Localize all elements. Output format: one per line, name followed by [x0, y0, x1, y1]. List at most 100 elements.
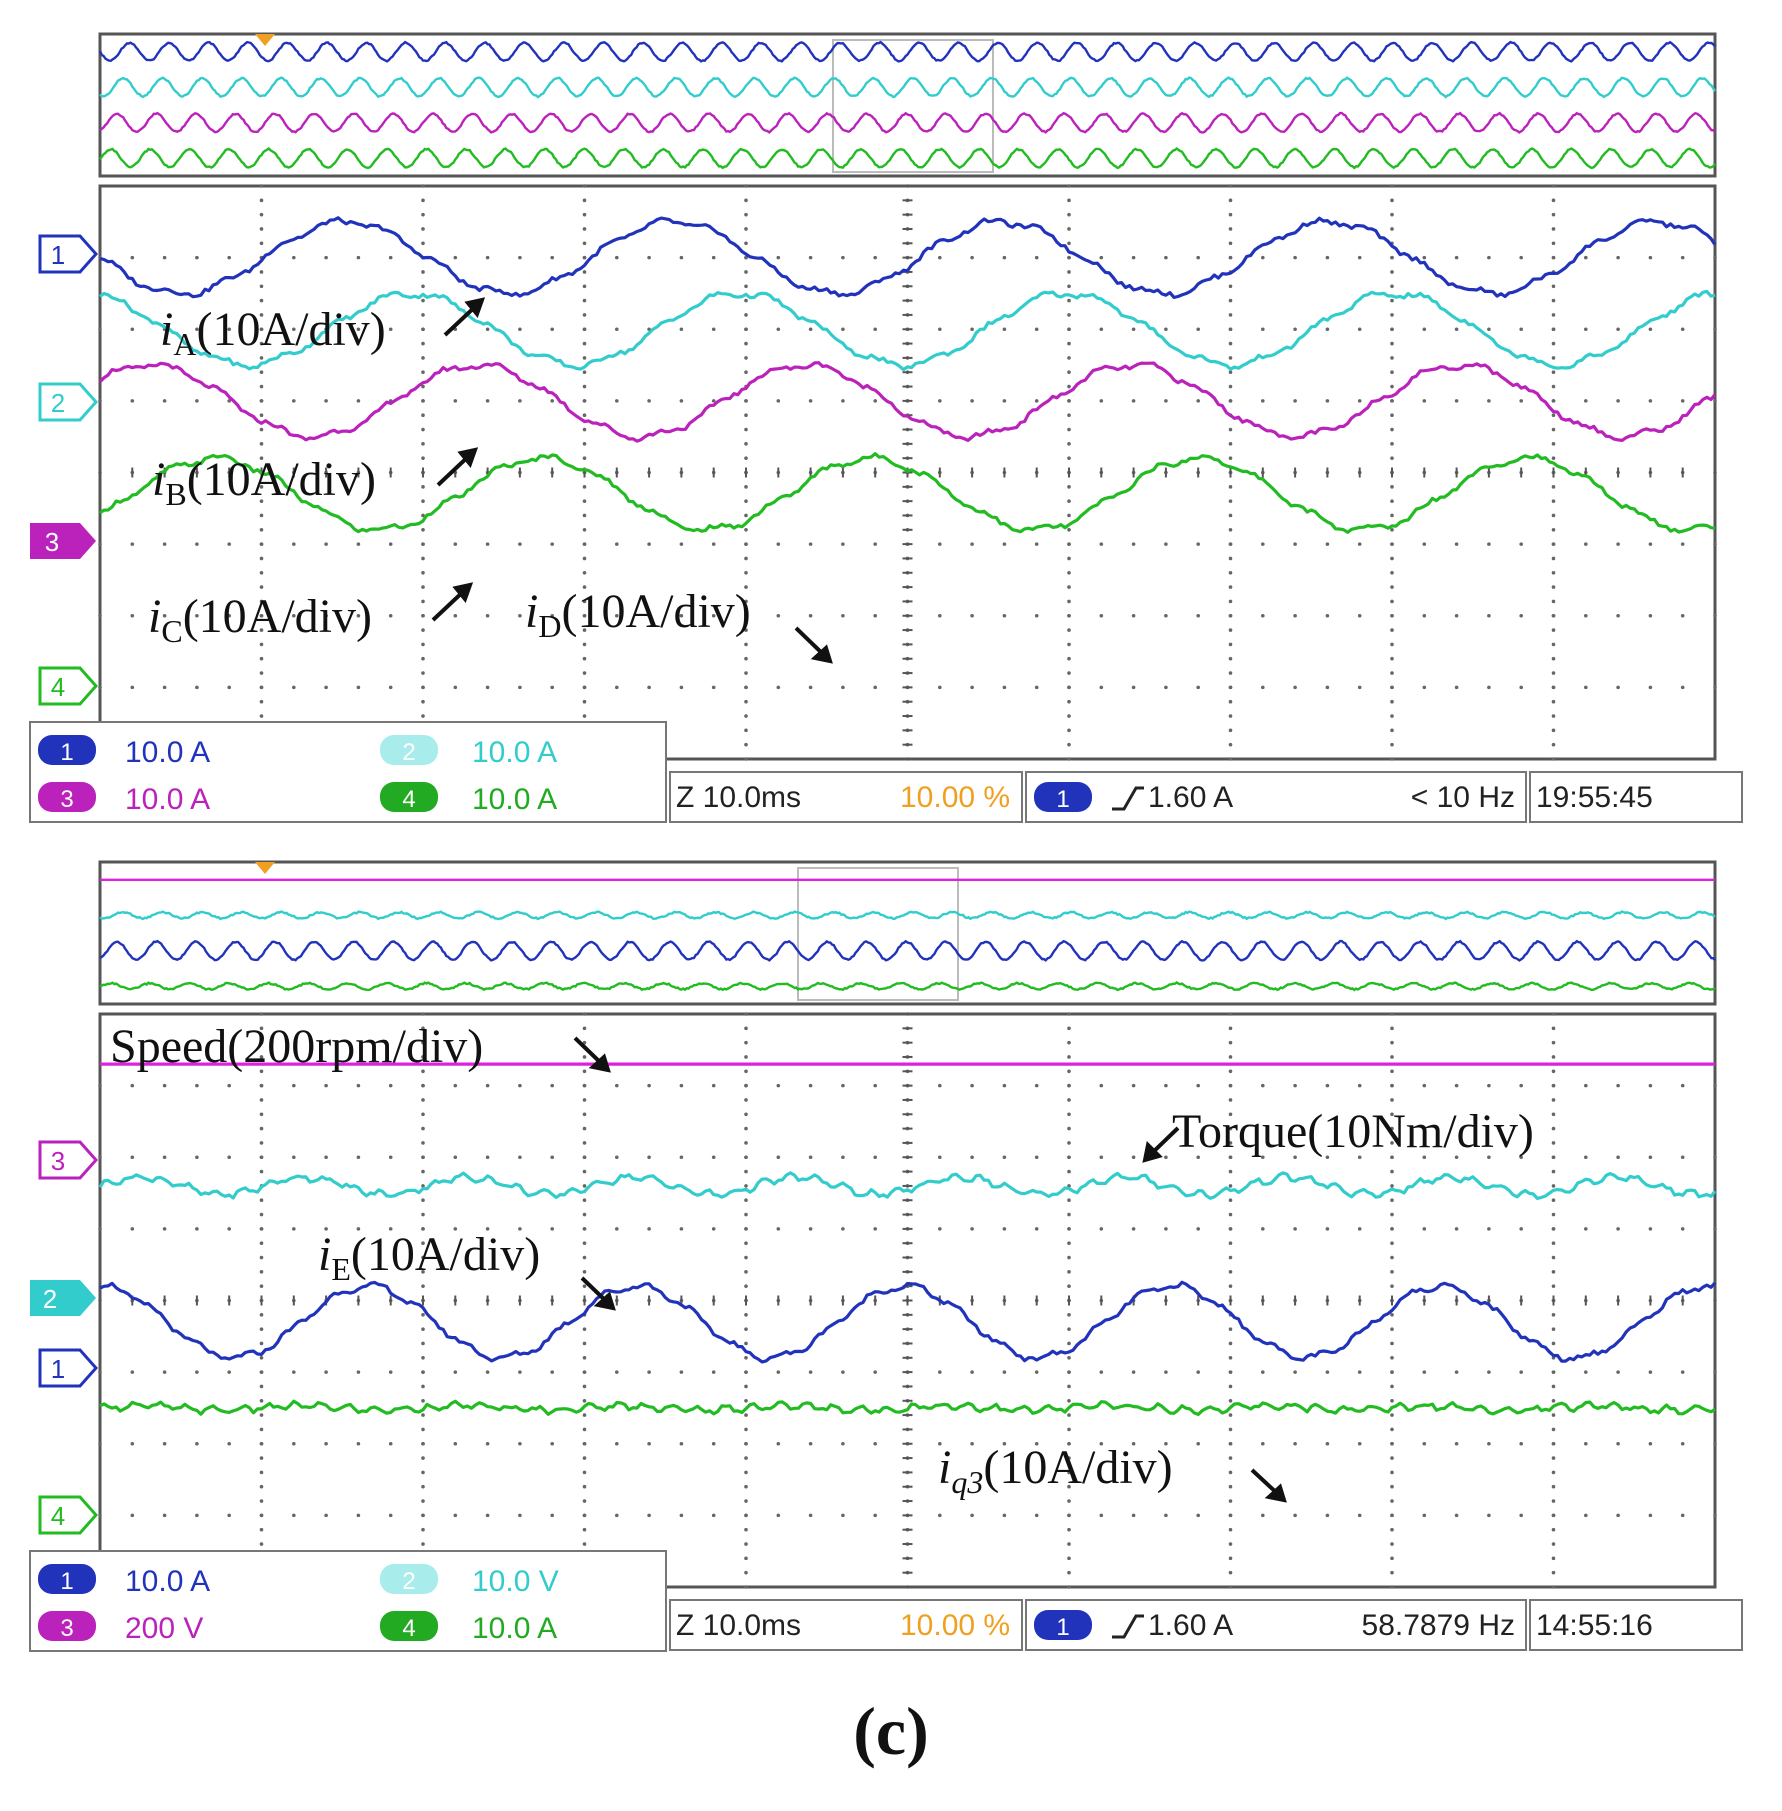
grid-dot [744, 671, 748, 675]
grid-dot [841, 399, 845, 403]
grid-dot [1228, 685, 1233, 690]
grid-dot [1390, 1313, 1394, 1317]
grid-dot [744, 1184, 748, 1188]
grid-dot [259, 1141, 264, 1145]
trigger-edge-icon [1112, 1614, 1144, 1639]
grid-dot [1002, 1083, 1007, 1088]
grid-dot [1713, 399, 1717, 403]
grid-dot [1390, 656, 1394, 661]
trigger-position-2: 10.00 % [900, 1609, 1010, 1642]
grid-dot [1067, 1499, 1071, 1503]
grid-dot [1034, 1227, 1039, 1231]
grid-dot [388, 1227, 393, 1231]
grid-dot [1487, 1513, 1491, 1518]
grid-dot [1131, 1441, 1136, 1446]
grid-dot [1584, 327, 1588, 332]
grid-dot [582, 1126, 587, 1131]
grid-dot [1390, 757, 1394, 761]
grid-dot [356, 255, 361, 260]
grid-dot [711, 1513, 716, 1518]
grid-dot [1228, 1556, 1233, 1561]
grid-dot [1325, 1083, 1330, 1088]
grid-dot [259, 298, 264, 303]
grid-dot [582, 1470, 587, 1475]
overview-zoom-window-1 [832, 39, 994, 173]
grid-dot [259, 556, 264, 561]
grid-dot [1551, 1427, 1556, 1432]
grid-dot [421, 628, 425, 632]
grid-dot [744, 1499, 748, 1503]
grid-dot [1390, 742, 1394, 747]
grid-dot [1551, 1470, 1556, 1475]
grid-dot [744, 341, 748, 346]
grid-dot [421, 1513, 425, 1518]
grid-dot [1487, 1083, 1491, 1088]
grid-dot [744, 599, 748, 604]
grid-dot [582, 656, 587, 661]
grid-dot [744, 1212, 748, 1217]
grid-dot [1034, 1083, 1039, 1088]
grid-dot [421, 699, 425, 704]
grid-dot [873, 327, 877, 332]
grid-dot [1099, 1227, 1104, 1231]
channel-marker-1: 1 [38, 234, 99, 274]
grid-dot [1551, 671, 1556, 675]
grid-dot [388, 1513, 393, 1518]
grid-dot [227, 255, 231, 260]
grid-dot [744, 1083, 748, 1088]
grid-dot [1293, 255, 1297, 260]
grid-dot [1034, 542, 1039, 546]
grid-dot [1551, 728, 1556, 733]
grid-dot [744, 1570, 748, 1575]
grid-dot [1067, 1441, 1071, 1446]
grid-dot [1034, 327, 1039, 332]
grid-dot [615, 1155, 619, 1160]
grid-dot [388, 613, 393, 618]
grid-dot [1487, 1441, 1491, 1446]
grid-dot [518, 1227, 522, 1231]
grid-dot [1164, 255, 1168, 260]
grid-dot [1551, 599, 1556, 604]
grid-dot [1519, 1370, 1523, 1374]
grid-dot [1390, 1456, 1394, 1460]
grid-dot [1454, 1155, 1459, 1160]
grid-dot [1551, 757, 1556, 761]
channel-info-box-2 [29, 1550, 667, 1652]
grid-dot [1390, 585, 1394, 589]
grid-dot [1390, 313, 1394, 317]
grid-dot [1390, 1570, 1394, 1575]
grid-dot [1551, 1284, 1556, 1288]
grid-dot [227, 1227, 231, 1231]
grid-dot [1067, 341, 1071, 346]
grid-dot [1551, 284, 1556, 289]
grid-dot [1390, 699, 1394, 704]
grid-dot [1584, 613, 1588, 618]
timebase-1: Z 10.0ms [676, 781, 801, 814]
grid-dot [227, 613, 231, 618]
trace-i-q3 [99, 1399, 1716, 1417]
grid-dot [582, 542, 587, 546]
grid-dot [1584, 1155, 1588, 1160]
grid-dot [1067, 1427, 1071, 1432]
grid-dot [744, 1398, 748, 1403]
grid-dot [1131, 1513, 1136, 1518]
grid-dot [1067, 1370, 1071, 1374]
ch4-scale-1: 10.0 A [472, 783, 557, 816]
grid-dot [1228, 1370, 1233, 1374]
grid-dot [744, 1370, 748, 1374]
grid-dot [1390, 714, 1394, 718]
grid-dot [388, 1370, 393, 1374]
grid-dot [744, 728, 748, 733]
grid-dot [1325, 542, 1330, 546]
grid-dot [259, 642, 264, 647]
grid-dot [1228, 1212, 1233, 1217]
grid-dot [1713, 1227, 1717, 1231]
grid-dot [1131, 327, 1136, 332]
grid-dot [259, 714, 264, 718]
grid-dot [292, 1155, 296, 1160]
grid-dot [1551, 1055, 1556, 1059]
grid-dot [388, 255, 393, 260]
grid-dot [1067, 642, 1071, 647]
grid-dot [744, 1456, 748, 1460]
grid-dot [1487, 1227, 1491, 1231]
